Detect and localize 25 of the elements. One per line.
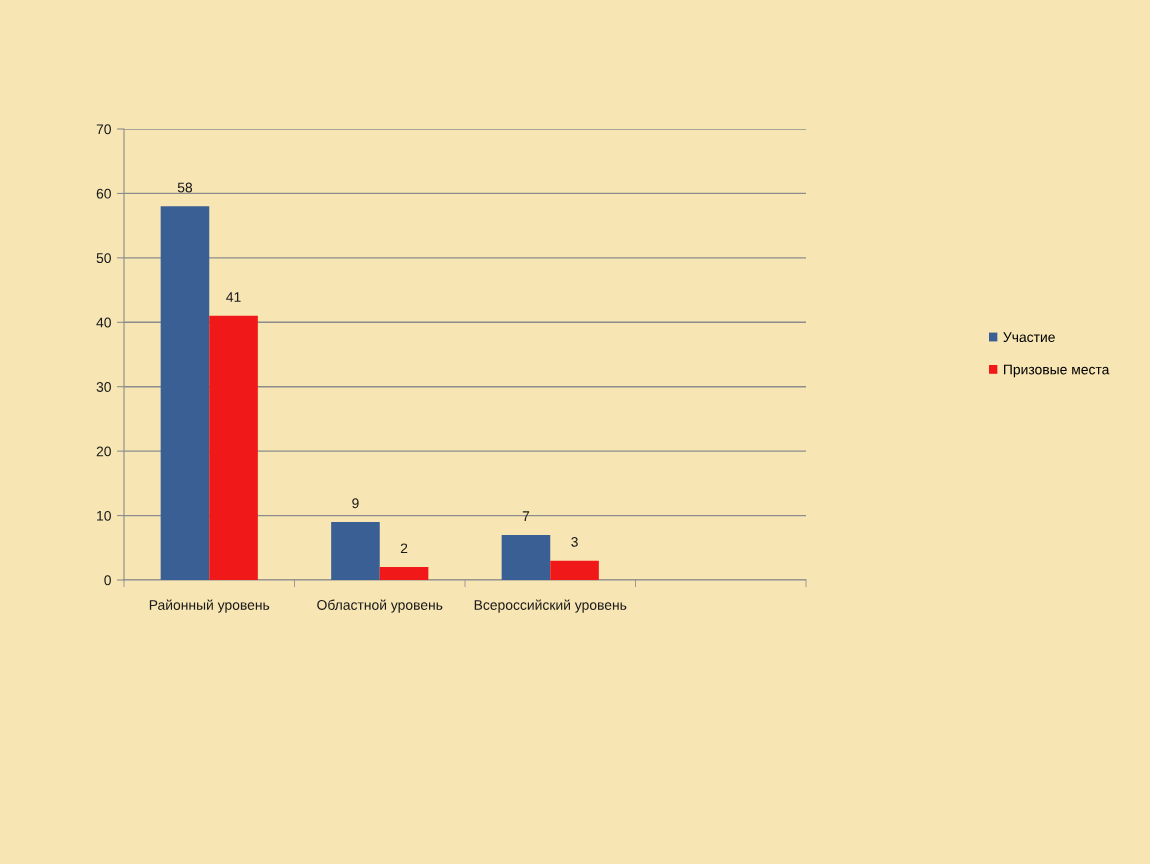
data-label: 41 bbox=[226, 292, 241, 302]
data-label: 7 bbox=[522, 511, 530, 521]
bar bbox=[550, 560, 599, 580]
x-tick-label: Всероссийский уровень bbox=[474, 599, 627, 613]
data-label: 58 bbox=[177, 182, 193, 193]
y-tick-label: 0 bbox=[104, 575, 111, 586]
y-tick-label: 30 bbox=[96, 382, 111, 392]
x-tick-label: Районный уровень bbox=[149, 599, 270, 613]
data-label: 2 bbox=[400, 543, 408, 554]
data-label: 3 bbox=[571, 536, 578, 547]
bar bbox=[379, 567, 429, 580]
y-tick-label: 10 bbox=[97, 510, 111, 521]
legend-label: Участие bbox=[1003, 332, 1055, 343]
y-tick-label: 70 bbox=[96, 124, 111, 135]
legend-label: Призовые места bbox=[1004, 364, 1110, 378]
bar bbox=[331, 522, 380, 580]
bar bbox=[160, 206, 210, 580]
bar bbox=[209, 315, 258, 580]
y-tick-label: 50 bbox=[96, 253, 111, 264]
y-tick-label: 60 bbox=[96, 188, 111, 199]
y-tick-label: 40 bbox=[96, 317, 111, 328]
x-tick-label: Областной уровень bbox=[317, 599, 443, 613]
y-tick-label: 20 bbox=[96, 446, 111, 457]
bar bbox=[501, 534, 551, 580]
data-label: 9 bbox=[352, 498, 359, 509]
